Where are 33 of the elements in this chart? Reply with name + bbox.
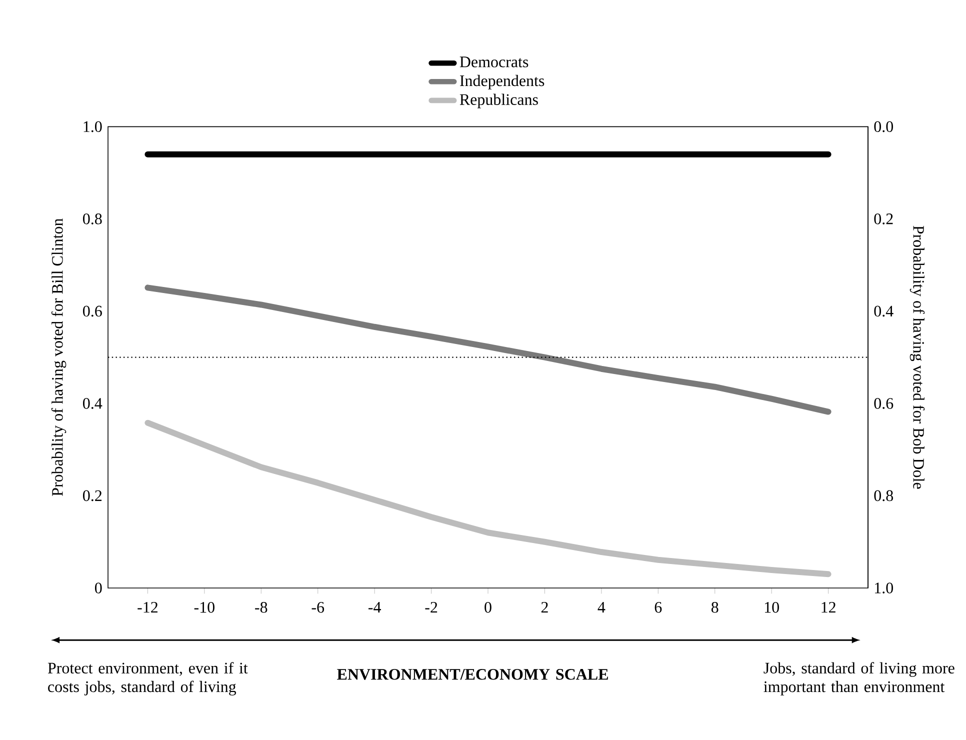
y-tick-label: 0.2 [83,490,102,502]
y-axis-title: Probability of having voted for Bill Clinton [51,218,66,496]
y2-axis-title: Probability of having voted for Bob Dole [910,226,925,489]
y-tick-label: 0.4 [83,398,102,409]
x-tick-label: 6 [654,602,662,613]
x-tick-label: -6 [312,602,324,613]
y2-tick-label: 0.2 [874,214,893,224]
x-tick-label: -4 [368,602,381,612]
y-tick-label: 0.6 [83,306,102,317]
y-tick-label: 0.8 [83,213,102,224]
x-tick-label: 4 [598,602,606,612]
text: Jobs, standard of living more important than environment [764,662,954,696]
y2-tick-label: 1.0 [875,582,893,594]
y2-tick-label: 0.6 [874,398,894,409]
x-tick-label: 12 [822,602,836,613]
x-tick-label: -8 [255,602,268,613]
y-tick-label: 1.0 [84,121,102,132]
x-tick-label: 2 [541,602,548,613]
x-tick-label: 0 [484,602,492,613]
x-tick-label: 10 [764,602,779,613]
y2-tick-label: 0.0 [874,121,893,132]
x-tick-label: -2 [425,602,438,613]
y2-tick-label: 0.4 [874,306,894,317]
text: Protect environment, even if it costs jobs, standard of living [48,662,248,696]
x-axis-title: ENVIRONMENT/ECONOMY SCALE [337,668,608,680]
x-tick-label: 8 [711,602,718,613]
y2-tick-label: 0.8 [874,490,893,502]
y-tick-label: 0 [95,582,102,594]
legend-label: Republicans [460,94,538,108]
x-tick-label: -10 [194,602,214,613]
x-tick-label: -12 [138,602,158,613]
legend-label: Democrats [460,56,528,68]
legend-label: Independents [460,74,544,90]
